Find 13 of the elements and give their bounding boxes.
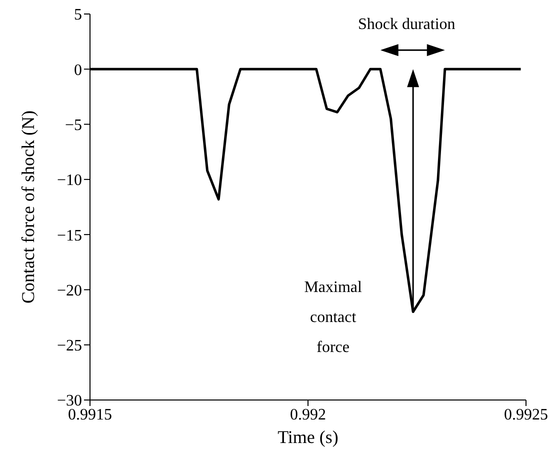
annotation: Maximal contact force	[304, 278, 363, 356]
y-tick-label: −25	[56, 338, 82, 355]
y-tick-label: −15	[56, 227, 82, 244]
annotation: Shock duration	[358, 16, 456, 33]
x-axis-title: Time (s)	[278, 427, 338, 447]
y-axis-title: Contact force of shock (N)	[18, 110, 38, 304]
y-tick-label: 5	[74, 6, 82, 24]
y-tick-label: −5	[64, 116, 82, 134]
x-tick-label: 0.992	[290, 406, 326, 424]
y-tick-label: −10	[56, 172, 82, 190]
y-tick-label: 0	[74, 62, 82, 79]
y-tick-label: −20	[56, 282, 82, 300]
x-tick-label: 0.9925	[504, 406, 548, 424]
